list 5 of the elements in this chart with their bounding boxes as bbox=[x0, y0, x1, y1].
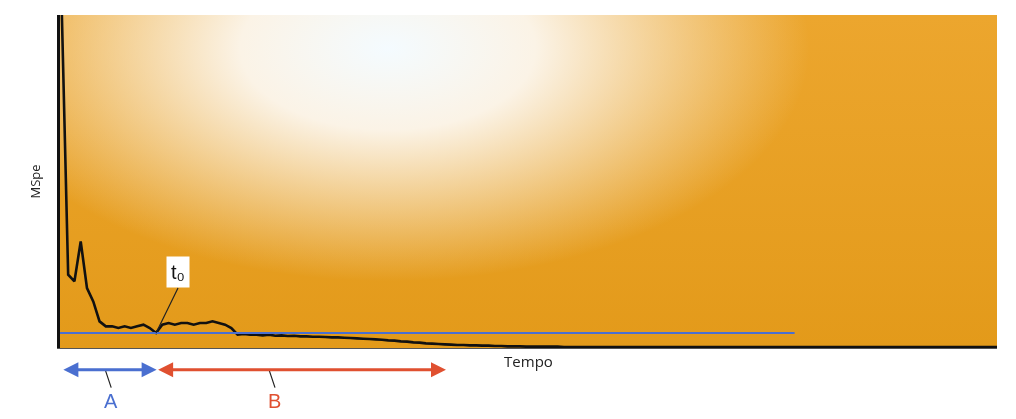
x-axis-title: Tempo bbox=[504, 351, 553, 371]
text: B bbox=[268, 390, 282, 412]
y-axis-title: MSpe bbox=[25, 164, 44, 199]
annotation: t₀ bbox=[171, 261, 185, 283]
text: A bbox=[104, 390, 118, 412]
